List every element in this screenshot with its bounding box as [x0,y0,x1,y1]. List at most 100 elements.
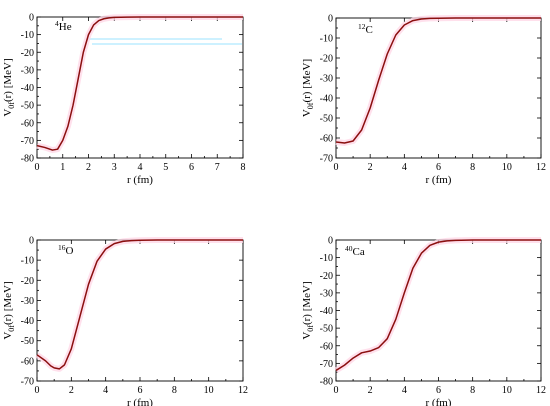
y-axis-label: V0f(r) [MeV] [2,58,16,116]
y-tick-label: -80 [320,377,333,388]
y-tick-label: -50 [320,324,333,335]
x-tick-label: 8 [470,385,475,396]
x-tick-label: 2 [368,162,373,173]
x-tick-label: 7 [215,162,220,173]
x-tick-label: 0 [334,162,339,173]
y-tick-label: -70 [320,154,333,165]
y-tick-label: -20 [21,48,34,59]
y-tick-label: 0 [29,236,34,247]
chart-panel-he: 0 1 2 3 4 5 6 7 8 0 -10 -20 -30 -40 -50 -60 -70 -80 r (fm)… [2,13,246,187]
x-tick-label: 12 [536,385,546,396]
nucleus-mass-number: 16 [58,243,66,252]
x-tick-label: 4 [138,162,143,173]
x-tick-label: 0 [35,385,40,396]
x-tick-label: 10 [502,385,512,396]
x-tick-label: 4 [402,162,407,173]
y-tick-label: -60 [21,356,34,367]
x-tick-label: 4 [103,385,108,396]
x-tick-label: 6 [436,162,441,173]
y-axis-label-subscript: 0f [7,325,16,332]
x-tick-label: 0 [334,385,339,396]
chart-panel-c: 0 2 4 6 8 10 12 0 -10 -20 -30 -40 -50 -60 -70 r (fm) V0f… [301,14,546,187]
y-axis-label-main: V [301,109,313,117]
y-axis-label-subscript: 0f [306,102,315,109]
x-tick-label: 6 [189,162,194,173]
nucleus-label: 40Ca [345,244,365,258]
y-axis-label: V0f(r) [MeV] [301,281,315,339]
x-axis-label: r (fm) [426,174,452,186]
nucleus-symbol: O [66,245,74,257]
x-tick-label: 10 [502,162,512,173]
chart-panel-o: 0 2 4 6 8 10 12 0 -10 -20 -30 -40 -50 -60 -70 r (fm) V0f… [2,236,248,406]
y-tick-label: -20 [21,276,34,287]
chart-panel-ca: 0 2 4 6 8 10 12 0 -10 -20 -30 -40 -50 -60 -70 -80 r (fm)… [301,236,546,406]
x-tick-label: 12 [536,162,546,173]
x-axis-label: r (fm) [127,174,153,186]
y-tick-label: -30 [21,296,34,307]
nucleus-symbol: He [59,21,72,33]
y-tick-label: -20 [320,271,333,282]
y-tick-label: -10 [21,256,34,267]
y-tick-label: -40 [320,306,333,317]
y-tick-label: -10 [21,30,34,41]
y-tick-label: -60 [320,134,333,145]
y-axis-label-subscript: 0f [306,325,315,332]
y-axis-label-subscript: 0f [7,102,16,109]
nucleus-symbol: C [366,24,373,36]
nucleus-label: 16O [58,243,74,257]
y-axis-label-rest: (r) [MeV] [301,59,313,103]
nucleus-mass-number: 4 [55,19,59,28]
y-tick-label: -60 [320,341,333,352]
y-axis-label-rest: (r) [MeV] [301,281,313,325]
x-tick-label: 2 [86,162,91,173]
y-tick-label: -60 [21,118,34,129]
y-tick-label: -30 [21,65,34,76]
y-tick-label: -70 [21,377,34,388]
x-axis-label: r (fm) [426,397,452,406]
x-tick-label: 6 [138,385,143,396]
y-axis-label-rest: (r) [MeV] [2,281,14,325]
x-tick-label: 2 [368,385,373,396]
y-tick-label: -50 [21,101,34,112]
x-tick-label: 8 [172,385,177,396]
y-tick-label: 0 [328,236,333,247]
nucleus-label: 4He [55,19,72,33]
y-tick-label: -40 [320,94,333,105]
nucleus-mass-number: 40 [345,244,353,253]
y-axis-label: V0f(r) [MeV] [301,59,315,117]
y-tick-label: -30 [320,288,333,299]
x-tick-label: 12 [238,385,248,396]
y-tick-label: -70 [21,136,34,147]
x-tick-label: 8 [470,162,475,173]
x-tick-label: 1 [60,162,65,173]
y-tick-label: -50 [21,336,34,347]
nucleus-symbol: Ca [353,246,365,258]
x-tick-label: 6 [436,385,441,396]
y-tick-label: -30 [320,74,333,85]
panels-container: 0 1 2 3 4 5 6 7 80-10-20-30-40-50-60-70-80r (fm)… [2,13,546,406]
x-tick-label: 10 [204,385,214,396]
y-tick-label: -70 [320,359,333,370]
y-axis-label-rest: (r) [MeV] [2,58,14,102]
y-tick-label: -20 [320,54,333,65]
x-tick-label: 4 [402,385,407,396]
x-tick-label: 0 [35,162,40,173]
y-tick-label: -10 [320,253,333,264]
y-tick-label: 0 [29,13,34,24]
x-axis-label: r (fm) [127,397,153,406]
y-axis-label: V0f(r) [MeV] [2,281,16,339]
x-tick-label: 3 [112,162,117,173]
x-tick-label: 8 [241,162,246,173]
potential-curve-ca [335,239,541,372]
nucleus-label: 12C [358,22,373,36]
y-tick-label: 0 [328,14,333,25]
y-tick-label: -40 [21,83,34,94]
y-axis-label-main: V [2,109,14,117]
x-tick-label: 2 [69,385,74,396]
y-axis-label-main: V [2,332,14,340]
y-tick-label: -50 [320,114,333,125]
nucleus-mass-number: 12 [358,22,366,31]
y-tick-label: -40 [21,316,34,327]
y-axis-label-main: V [301,332,313,340]
